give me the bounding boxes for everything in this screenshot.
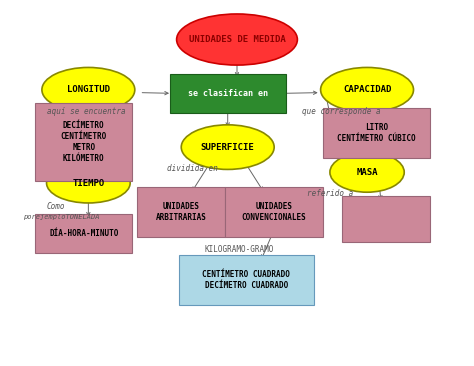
Ellipse shape [181, 125, 274, 169]
Ellipse shape [177, 14, 297, 65]
FancyBboxPatch shape [226, 187, 323, 237]
Text: DECÍMETRO
CENTÍMETRO
METRO
KILÓMETRO: DECÍMETRO CENTÍMETRO METRO KILÓMETRO [61, 121, 107, 163]
Text: CENTÍMETRO CUADRADO
DECÍMETRO CUADRADO: CENTÍMETRO CUADRADO DECÍMETRO CUADRADO [202, 270, 290, 290]
Text: LITRO
CENTÍMETRO CÚBICO: LITRO CENTÍMETRO CÚBICO [337, 123, 416, 143]
Text: TIEMPO: TIEMPO [72, 179, 104, 187]
Text: UNIDADES
CONVENCIONALES: UNIDADES CONVENCIONALES [242, 202, 307, 222]
FancyBboxPatch shape [137, 187, 226, 237]
Text: UNIDADES DE MEDIDA: UNIDADES DE MEDIDA [189, 35, 285, 44]
FancyBboxPatch shape [323, 108, 430, 158]
FancyBboxPatch shape [35, 214, 132, 253]
FancyBboxPatch shape [341, 196, 430, 242]
Text: dividida en: dividida en [167, 164, 218, 173]
Ellipse shape [46, 163, 130, 203]
Text: Como: Como [46, 202, 65, 211]
Text: KILOGRAMO-GRAMO: KILOGRAMO-GRAMO [204, 245, 274, 254]
Text: que corresponde a: que corresponde a [302, 107, 381, 116]
FancyBboxPatch shape [179, 255, 314, 305]
Text: DÍA-HORA-MINUTO: DÍA-HORA-MINUTO [49, 229, 118, 238]
FancyBboxPatch shape [35, 103, 132, 181]
Text: se clasifican en: se clasifican en [188, 89, 268, 98]
Text: UNIDADES
ARBITRARIAS: UNIDADES ARBITRARIAS [156, 202, 207, 222]
Ellipse shape [320, 67, 413, 112]
Text: SUPERFICIE: SUPERFICIE [201, 143, 255, 152]
Text: referido a: referido a [307, 189, 353, 198]
Text: LONGITUD: LONGITUD [67, 85, 110, 94]
Text: MASA: MASA [356, 168, 378, 177]
Text: aquí se encuentra: aquí se encuentra [46, 107, 125, 116]
FancyBboxPatch shape [170, 74, 286, 113]
Ellipse shape [42, 67, 135, 112]
Text: porejemploTONELADA: porejemploTONELADA [23, 214, 100, 220]
Ellipse shape [330, 152, 404, 192]
Text: CAPACIDAD: CAPACIDAD [343, 85, 391, 94]
